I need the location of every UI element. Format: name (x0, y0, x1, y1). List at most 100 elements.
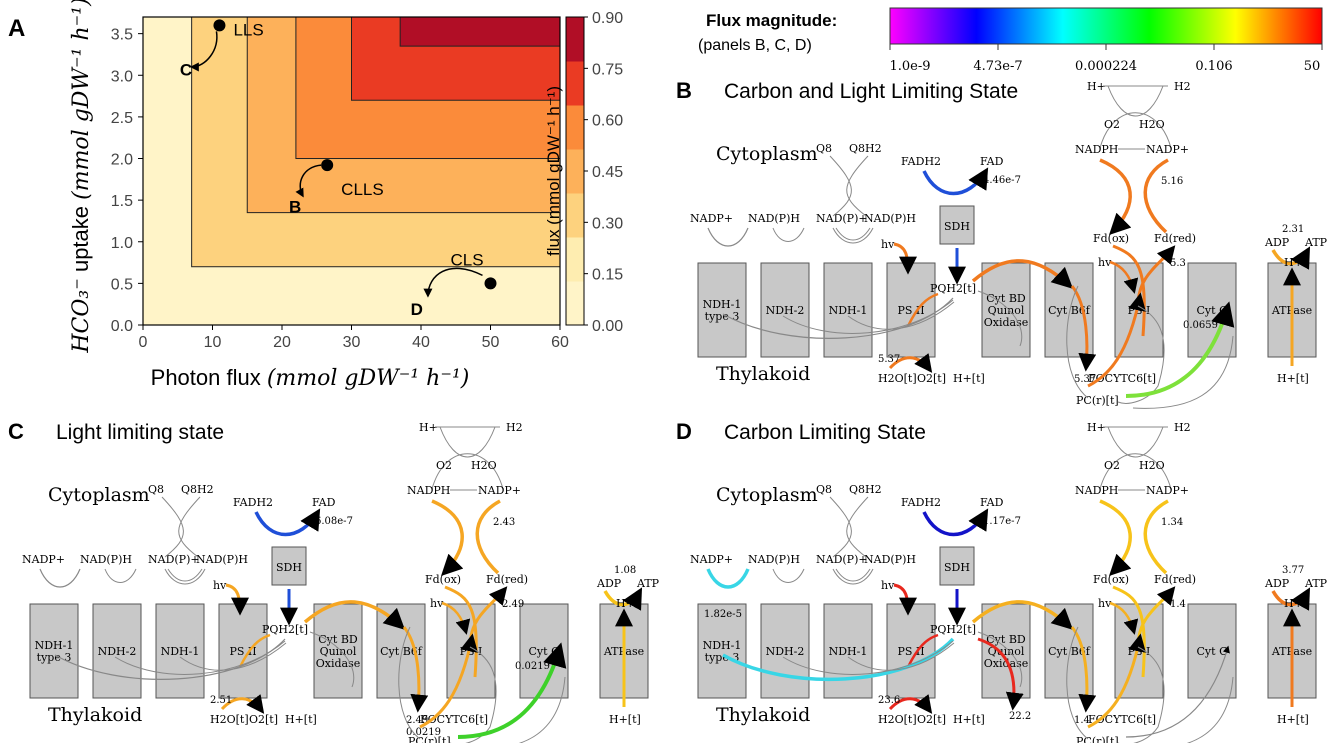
colorbar-tick-label: 0.60 (592, 113, 623, 130)
species-label: hv (881, 579, 895, 592)
species-label: H+ (1284, 597, 1303, 610)
complex-label: NDH-1 (703, 639, 742, 652)
species-label: FAD (980, 155, 1004, 168)
species-label: Q8H2 (849, 142, 882, 155)
reaction-arc (439, 426, 496, 458)
species-label: NADP+ (690, 553, 733, 566)
water-flux (888, 694, 933, 714)
species-label: PQH2[t] (262, 623, 308, 636)
legend-tick-label: 50 (1304, 59, 1321, 74)
species-label: H+ (1087, 80, 1106, 93)
species-label: Q8 (816, 483, 832, 496)
cytbd-flux (977, 637, 1024, 711)
panel-letter: B (676, 78, 692, 103)
y-tick-label: 1.5 (111, 193, 133, 210)
fnr-flux (1143, 499, 1169, 575)
species-label: Fd(red) (1154, 573, 1196, 586)
species-label: NADPH (1075, 484, 1118, 497)
species-label: H2O (1139, 118, 1165, 131)
complex-label: PS II (229, 645, 256, 658)
ndh2-arc (104, 568, 137, 583)
water-flux (220, 694, 265, 714)
species-label: O2[t] (917, 713, 946, 726)
legend-subtitle: (panels B, C, D) (698, 37, 812, 54)
flux-value: 1.34 (1161, 517, 1183, 528)
state-point (484, 277, 497, 290)
species-label: ATP (1304, 577, 1328, 590)
flux-value: 22.2 (1009, 711, 1031, 722)
state-arrow (295, 164, 322, 198)
contour-plot (143, 16, 561, 325)
hv-flux (1109, 601, 1139, 635)
x-tick-label: 50 (482, 334, 500, 351)
flux-value: 2.49 (406, 715, 428, 726)
flux-value: 6.08e-7 (315, 516, 353, 527)
species-label: H+[t] (1277, 713, 1309, 726)
ndh1-pq-arc (847, 301, 955, 330)
species-label: NADP+ (1146, 484, 1189, 497)
pc-arc (398, 626, 421, 740)
complex-box (823, 603, 873, 699)
complex-label: Cyt BD (986, 292, 1026, 305)
flux-value: 0.0219 (406, 727, 441, 738)
species-label: NAD(P)H (748, 553, 800, 566)
flux-value: 5.37 (878, 354, 900, 365)
complex-box (218, 603, 268, 699)
complex-label: Cyt BD (318, 633, 358, 646)
complex-label: Oxidase (316, 657, 361, 670)
species-label: H2O[t] (878, 713, 917, 726)
contour-region (399, 16, 561, 47)
pc-arc (1066, 285, 1089, 399)
cytc-arc (1132, 335, 1234, 409)
complex-label: Oxidase (984, 316, 1029, 329)
cytc-arc (518, 676, 566, 743)
flux-value: 0.0659 (1183, 320, 1218, 331)
colorbar-tick-label: 0.30 (592, 215, 623, 232)
complex-box (92, 603, 142, 699)
species-label: O2[t] (917, 372, 946, 385)
species-label: NADP+ (478, 484, 521, 497)
legend-title: Flux magnitude: (706, 11, 837, 30)
species-label: FAD (980, 496, 1004, 509)
panel-d: D Carbon Limiting State Cytoplasm Thylakoid… (676, 419, 1328, 743)
state-point (213, 19, 226, 32)
panel-a-axes: 0 10 20 30 40 50 60 0.0 0.5 1.0 1.5 2.0 2.5 3.0 3.5 LLS… (111, 16, 569, 351)
species-label: H2 (506, 421, 523, 434)
y-tick-label: 1.0 (111, 235, 133, 252)
q8-arc (178, 496, 201, 558)
complex-box (981, 262, 1031, 358)
pq-b6f-flux (303, 600, 406, 630)
species-label: H2O[t] (210, 713, 249, 726)
cytbd-arc (977, 290, 1023, 347)
q8-arc (829, 496, 852, 558)
colorbar-segment (566, 17, 584, 62)
state-label: CLLS (341, 180, 384, 199)
species-label: ADP (596, 577, 622, 590)
ndh2-arc (772, 227, 805, 242)
flux-value: 4.46e-7 (983, 175, 1021, 186)
psi-pc-arc (1117, 305, 1165, 404)
colorbar-tick-label: 0.45 (592, 164, 623, 181)
b6f-flux (1070, 285, 1097, 372)
state-arrow (189, 31, 218, 72)
complex-box (760, 603, 810, 699)
psii-pq-flux (906, 633, 939, 668)
legend-tick-label: 4.73e-7 (973, 59, 1022, 74)
arrow-label: B (289, 198, 301, 217)
flux-value: 1.4 (1074, 715, 1090, 726)
species-label: PC(r)[t] (408, 735, 451, 743)
species-label: NAD(P)+ (816, 212, 868, 225)
panel-letter: D (676, 419, 692, 444)
colorbar-segment (566, 237, 584, 282)
state-label: CLS (451, 250, 484, 269)
flux-value: 2.43 (493, 517, 515, 528)
hv-flux (1109, 260, 1139, 294)
complex-label: Cyt C (529, 645, 560, 658)
sdh-box (939, 205, 975, 245)
x-tick-label: 0 (139, 334, 148, 351)
state-point (321, 159, 334, 172)
complex-label: Quinol (988, 304, 1025, 317)
fd-flux (1112, 585, 1146, 678)
complex-label: NDH-1 (829, 645, 868, 658)
